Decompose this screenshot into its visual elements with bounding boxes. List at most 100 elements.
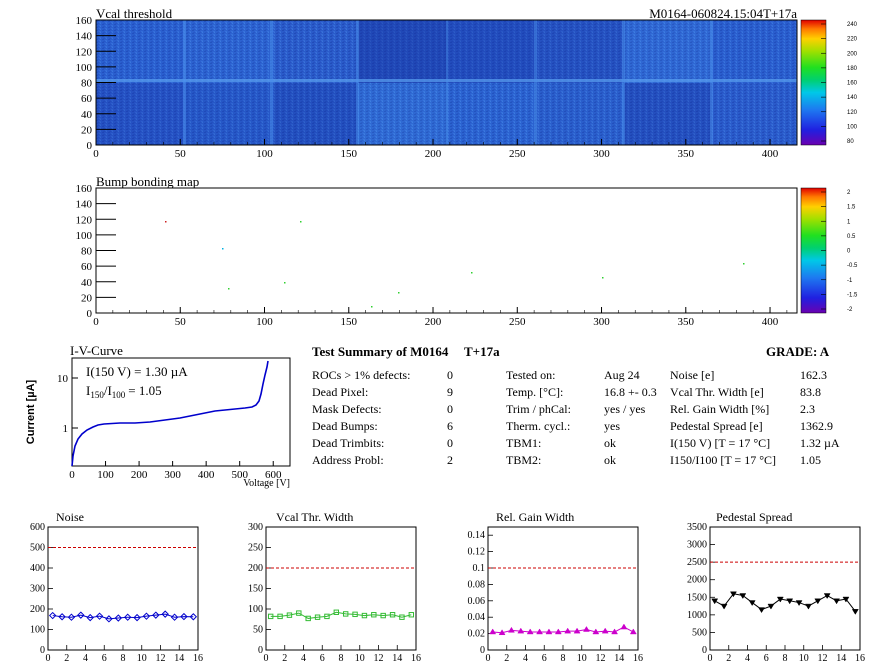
bump-marker <box>222 248 224 250</box>
y-tick-label: 80 <box>81 78 93 90</box>
roc-x-tick-label: 0 <box>46 653 51 664</box>
roc-x-tick-label: 14 <box>836 653 846 664</box>
summary-title: Test Summary of M0164 <box>312 344 449 359</box>
summary-defect-label: Mask Defects: <box>312 402 382 416</box>
roc-y-tick-label: 0.06 <box>468 596 486 607</box>
roc-data-point <box>536 628 544 635</box>
x-tick-label: 350 <box>678 148 695 160</box>
bump-marker <box>165 221 167 223</box>
y-tick-label: 160 <box>76 15 93 27</box>
x-tick-label: 150 <box>341 148 358 160</box>
roc-x-tick-label: 0 <box>486 653 491 664</box>
roc-data-point <box>823 593 831 600</box>
roc-data-point <box>361 612 368 619</box>
colorbar-tick-label: 140 <box>847 95 858 101</box>
roc-data-point <box>748 600 756 607</box>
x-tick-label: 200 <box>425 316 442 328</box>
bump-marker <box>371 306 373 308</box>
roc-y-tick-label: 1500 <box>687 592 707 603</box>
roc-data-point <box>296 610 302 616</box>
summary-defect-value: 2 <box>447 453 453 467</box>
roc-data-point <box>389 612 396 618</box>
roc-x-tick-label: 8 <box>121 653 126 664</box>
summary-parameters-column: Noise [e] 162.3 Vcal Thr. Width [e] 83.8 Rel… <box>670 368 840 467</box>
roc-data-point <box>352 611 358 618</box>
roc-data-point <box>267 613 274 620</box>
colorbar-tick-label: 0.5 <box>847 234 856 240</box>
x-tick-label: 300 <box>593 316 610 328</box>
bump-marker <box>284 282 286 284</box>
roc-x-tick-label: 14 <box>614 653 624 664</box>
summary-condition-value: yes / yes <box>604 402 646 416</box>
iv-annotation-current: I(150 V) = 1.30 µA <box>86 364 188 379</box>
summary-defect-value: 6 <box>447 419 453 433</box>
summary-condition-value: 16.8 +- 0.3 <box>604 385 657 399</box>
roc-data-point <box>620 623 628 630</box>
roc-data-point <box>333 609 340 615</box>
x-tick-label: 400 <box>762 316 779 328</box>
colorbar-tick-label: -1 <box>847 278 853 284</box>
roc-data-point <box>189 613 198 621</box>
y-tick-label: 120 <box>76 46 93 58</box>
colorbar-tick-label: 180 <box>847 66 858 72</box>
roc-data-point <box>133 613 141 622</box>
roc-chart-0: Noise 0 2 4 6 8 10 12 14 16 0 100 200 300 400 500 600 <box>30 510 203 664</box>
summary-condition-label: Tested on: <box>506 368 555 382</box>
y-tick-label: 40 <box>81 277 93 289</box>
roc-data-point <box>498 629 506 636</box>
colorbar-tick-label: 220 <box>847 37 858 43</box>
roc-data-point <box>833 598 841 605</box>
summary-condition-value: Aug 24 <box>604 368 640 382</box>
iv-curve-panel: I-V-Curve Current [µA] Voltage [V] I(150… <box>25 343 291 489</box>
roc-data-point <box>554 628 562 635</box>
bump-marker <box>228 288 230 290</box>
roc-data-point <box>795 600 803 607</box>
x-tick-label: 250 <box>509 148 526 160</box>
roc-x-tick-label: 12 <box>156 653 166 664</box>
iv-axes: 0 100 200 300 400 500 600 1 10 <box>57 373 282 481</box>
summary-parameter-value: 83.8 <box>800 385 821 399</box>
y-tick-label: 0 <box>87 140 93 152</box>
colorbar-tick-label: 2 <box>847 190 851 196</box>
roc-y-tick-label: 0 <box>40 645 45 656</box>
colorbar-tick-label: 120 <box>847 110 858 116</box>
iv-x-tick-label: 400 <box>198 469 215 481</box>
roc-y-tick-label: 0.1 <box>473 563 486 574</box>
roc-data-point <box>564 627 572 634</box>
x-tick-label: 300 <box>593 148 610 160</box>
roc-y-tick-label: 0.08 <box>468 579 486 590</box>
summary-parameter-value: 1.32 µA <box>800 436 840 450</box>
roc-series-line <box>714 593 856 612</box>
roc-y-tick-label: 250 <box>248 543 263 554</box>
y-tick-label: 60 <box>81 261 93 273</box>
roc-data-point <box>545 628 553 635</box>
bump-map-title: Bump bonding map <box>96 174 199 189</box>
roc-data-point <box>758 607 766 614</box>
roc-series-line <box>270 611 412 619</box>
module-label: M0164-060824.15:04T+17a <box>649 6 797 21</box>
summary-defect-value: 0 <box>447 436 453 450</box>
roc-x-tick-label: 0 <box>708 653 713 664</box>
roc-y-tick-label: 0.14 <box>468 530 486 541</box>
iv-x-tick-label: 300 <box>164 469 181 481</box>
roc-data-point <box>729 591 737 598</box>
roc-data-point <box>123 613 132 621</box>
iv-x-tick-label: 500 <box>231 469 248 481</box>
roc-data-point <box>739 593 747 600</box>
summary-parameter-label: Pedestal Spread [e] <box>670 419 763 433</box>
roc-data-point <box>161 610 169 618</box>
roc-data-point <box>314 614 321 620</box>
roc-y-tick-label: 100 <box>248 604 263 615</box>
summary-defect-value: 0 <box>447 368 453 382</box>
x-tick-label: 100 <box>256 316 273 328</box>
roc-data-point <box>170 613 179 621</box>
roc-chart-title: Noise <box>56 510 84 524</box>
x-tick-label: 400 <box>762 148 779 160</box>
bump-bonding-map: Bump bonding map 0 50 100 150 200 250 300 350 40… <box>76 174 859 328</box>
summary-defects-column: ROCs > 1% defects: 0 Dead Pixel: 9 Mask Defe… <box>312 368 453 467</box>
y-tick-label: 140 <box>76 31 93 43</box>
roc-x-tick-label: 6 <box>320 653 325 664</box>
colorbar-tick-label: 1.5 <box>847 205 856 211</box>
roc-x-tick-label: 6 <box>764 653 769 664</box>
